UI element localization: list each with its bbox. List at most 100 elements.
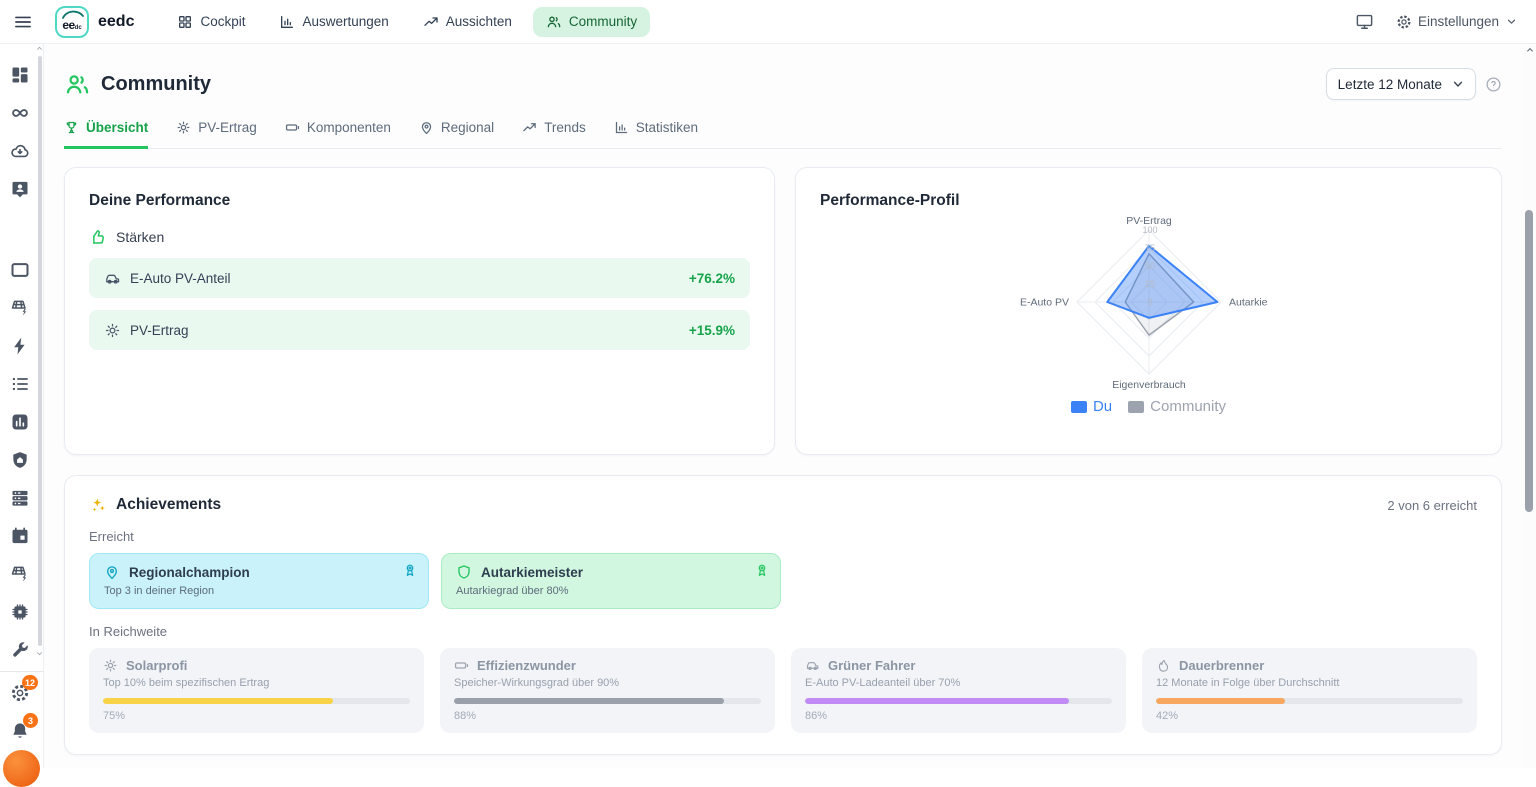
- user-avatar[interactable]: [3, 750, 40, 787]
- logo-sub-text: dc: [75, 25, 82, 31]
- tab-label: Übersicht: [86, 120, 148, 135]
- sidebar-item-calendar[interactable]: [0, 517, 40, 555]
- tab-bar: Übersicht PV-Ertrag Komponenten Regional…: [64, 120, 1502, 149]
- page-scrollbar[interactable]: [1523, 44, 1536, 768]
- server-icon: [10, 488, 30, 508]
- achievement-regionalchampion[interactable]: Regionalchampion Top 3 in deiner Region: [89, 553, 429, 609]
- shield-home-icon: [10, 450, 30, 470]
- achievement-gruener-fahrer[interactable]: Grüner Fahrer E-Auto PV-Ladeanteil über …: [791, 648, 1126, 733]
- radar-chart: 0255075100PV-ErtragAutarkieEigenverbrauc…: [889, 214, 1409, 396]
- nav-item-community[interactable]: Community: [533, 7, 650, 37]
- scroll-up-icon[interactable]: [36, 45, 43, 52]
- tab-label: Regional: [441, 120, 494, 135]
- settings-menu[interactable]: Einstellungen: [1396, 14, 1518, 30]
- monitor-icon[interactable]: [1355, 12, 1374, 31]
- achievement-autarkiemeister[interactable]: Autarkiemeister Autarkiegrad über 80%: [441, 553, 781, 609]
- sun-icon: [176, 120, 191, 135]
- nav-item-aussichten[interactable]: Aussichten: [410, 7, 525, 37]
- gear-icon: [1396, 14, 1412, 30]
- sun-icon: [104, 322, 121, 339]
- achievements-count: 2 von 6 erreicht: [1387, 498, 1477, 513]
- progress-percent: 86%: [805, 710, 1112, 722]
- progress-track: [103, 698, 410, 704]
- svg-text:Autarkie: Autarkie: [1229, 297, 1268, 309]
- car-icon: [104, 270, 121, 287]
- legend-item-du[interactable]: Du: [1071, 398, 1112, 415]
- legend-label: Community: [1150, 398, 1226, 415]
- legend-item-community[interactable]: Community: [1128, 398, 1226, 415]
- scrollbar-thumb[interactable]: [1525, 210, 1533, 512]
- medal-icon: [754, 562, 770, 578]
- scroll-up-icon[interactable]: [1526, 46, 1534, 54]
- trophy-icon: [64, 120, 79, 135]
- sidebar-item-cloud-import[interactable]: [0, 132, 40, 170]
- tab-regional[interactable]: Regional: [419, 120, 494, 149]
- tab-uebersicht[interactable]: Übersicht: [64, 120, 148, 149]
- sidebar-item-pv-energy-2[interactable]: [0, 555, 40, 593]
- achievement-desc: 12 Monate in Folge über Durchschnitt: [1156, 677, 1463, 689]
- grid-icon: [177, 14, 193, 30]
- tab-label: Trends: [544, 120, 586, 135]
- period-select[interactable]: Letzte 12 Monate: [1326, 68, 1476, 100]
- strength-row: PV-Ertrag +15.9%: [89, 310, 750, 350]
- scroll-down-icon[interactable]: [36, 650, 43, 657]
- chevron-down-icon: [1505, 15, 1518, 28]
- nav-item-cockpit[interactable]: Cockpit: [164, 7, 258, 37]
- nav-label: Aussichten: [446, 14, 512, 29]
- tab-statistiken[interactable]: Statistiken: [614, 120, 698, 149]
- sidebar-item-home-security[interactable]: [0, 441, 40, 479]
- sidebar-item-settings[interactable]: 12: [0, 674, 40, 712]
- progress-track: [454, 698, 761, 704]
- svg-text:PV-Ertrag: PV-Ertrag: [1126, 215, 1172, 227]
- sidebar-item-user-card[interactable]: [0, 170, 40, 208]
- sidebar-item-list[interactable]: [0, 365, 40, 403]
- list-icon: [10, 374, 30, 394]
- legend-swatch-community: [1128, 401, 1144, 413]
- sidebar-scrollbar[interactable]: [38, 56, 42, 646]
- flame-icon: [1156, 658, 1171, 673]
- tab-label: Komponenten: [307, 120, 391, 135]
- legend-label: Du: [1093, 398, 1112, 415]
- strength-value: +15.9%: [689, 323, 735, 338]
- sidebar-item-notifications[interactable]: 3: [0, 712, 40, 750]
- nav-item-auswertungen[interactable]: Auswertungen: [266, 7, 401, 37]
- achievement-solarprofi[interactable]: Solarprofi Top 10% beim spezifischen Ert…: [89, 648, 424, 733]
- sidebar-item-window[interactable]: [0, 251, 40, 289]
- tab-pv-ertrag[interactable]: PV-Ertrag: [176, 120, 257, 149]
- nav-label: Community: [569, 14, 637, 29]
- sidebar-item-infinity[interactable]: [0, 94, 40, 132]
- sidebar-item-tools[interactable]: [0, 631, 40, 669]
- sidebar-item-pv-energy[interactable]: [0, 289, 40, 327]
- achievement-desc: Autarkiegrad über 80%: [456, 585, 766, 597]
- help-icon[interactable]: [1485, 76, 1502, 93]
- achievement-effizienzwunder[interactable]: Effizienzwunder Speicher-Wirkungsgrad üb…: [440, 648, 775, 733]
- sidebar-item-energy[interactable]: [0, 327, 40, 365]
- progress-fill: [1156, 698, 1285, 704]
- trend-icon: [423, 14, 439, 30]
- icon-sidebar: 12 3: [0, 44, 44, 768]
- sidebar-item-statistics[interactable]: [0, 403, 40, 441]
- achievements-title: Achievements: [116, 496, 221, 514]
- achievement-desc: Speicher-Wirkungsgrad über 90%: [454, 677, 761, 689]
- sidebar-item-devices[interactable]: [0, 479, 40, 517]
- strengths-label: Stärken: [116, 229, 164, 245]
- tab-trends[interactable]: Trends: [522, 120, 586, 149]
- sidebar-item-hardware[interactable]: [0, 593, 40, 631]
- achievement-dauerbrenner[interactable]: Dauerbrenner 12 Monate in Folge über Dur…: [1142, 648, 1477, 733]
- tab-komponenten[interactable]: Komponenten: [285, 120, 391, 149]
- nav-label: Auswertungen: [302, 14, 388, 29]
- reached-label: Erreicht: [89, 529, 1477, 544]
- bar-chart-icon: [279, 14, 295, 30]
- topbar-right: Einstellungen: [1355, 12, 1518, 31]
- sidebar-item-dashboard[interactable]: [0, 56, 40, 94]
- strength-label: E-Auto PV-Anteil: [130, 271, 231, 286]
- menu-icon[interactable]: [13, 12, 33, 32]
- car-icon: [805, 658, 820, 673]
- location-pin-icon: [104, 564, 120, 580]
- dashboard-icon: [10, 65, 30, 85]
- svg-text:75: 75: [1144, 243, 1154, 253]
- sidebar-divider: [0, 671, 44, 672]
- settings-label: Einstellungen: [1418, 14, 1499, 29]
- chevron-down-icon: [1452, 78, 1464, 90]
